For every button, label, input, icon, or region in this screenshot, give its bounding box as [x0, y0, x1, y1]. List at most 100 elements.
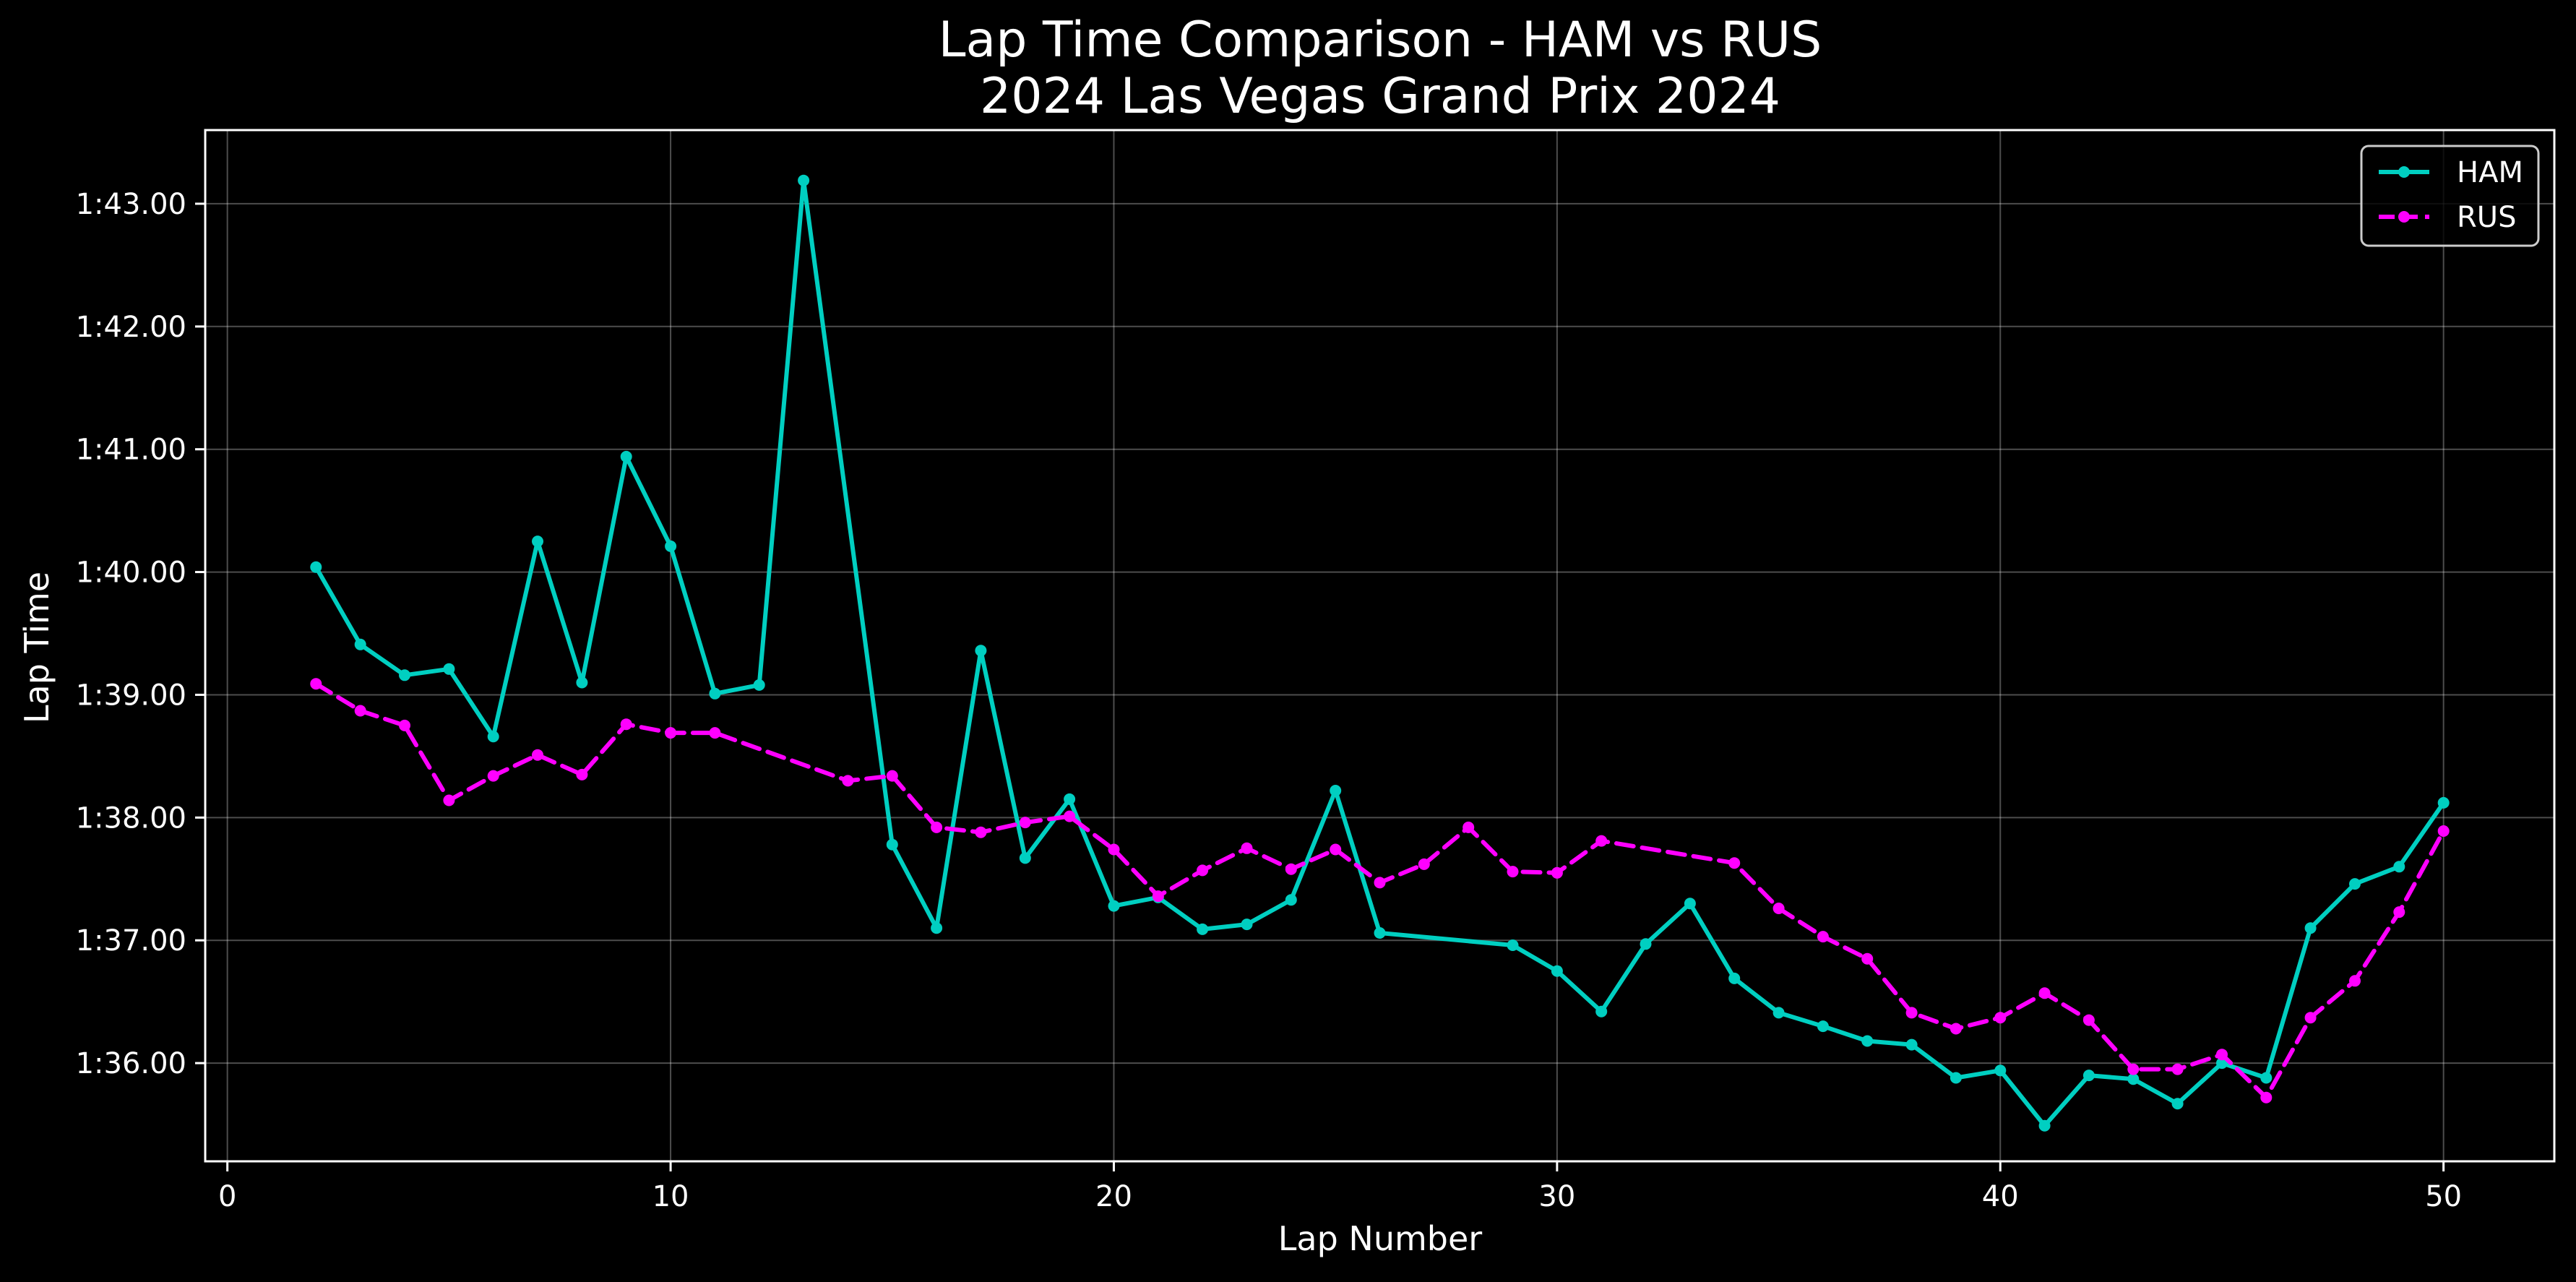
legend-label-rus: RUS [2457, 201, 2516, 234]
data-point-rus [1330, 843, 1342, 856]
data-point-ham [1285, 894, 1297, 906]
data-point-ham [2393, 861, 2405, 873]
data-point-ham [399, 669, 410, 681]
data-point-rus [443, 794, 455, 806]
data-point-ham [354, 638, 366, 650]
data-point-rus [1905, 1007, 1918, 1019]
data-point-rus [2349, 975, 2361, 987]
data-point-rus [2260, 1091, 2273, 1104]
x-axis-ticks: 0 10 20 30 40 50 [218, 1161, 2462, 1213]
data-point-rus [1463, 821, 1475, 833]
data-point-rus [1507, 866, 1519, 878]
data-point-rus [1152, 890, 1164, 903]
y-tick-label: 1:41.00 [76, 434, 186, 467]
data-point-ham [1950, 1072, 1962, 1084]
data-point-ham [2349, 878, 2361, 890]
y-axis-label: Lap Time [17, 572, 56, 723]
data-point-rus [1374, 877, 1386, 889]
x-tick-label: 50 [2425, 1180, 2462, 1213]
legend-label-ham: HAM [2457, 156, 2523, 189]
data-point-ham [1595, 1005, 1608, 1018]
data-point-ham [2304, 922, 2317, 934]
data-point-rus [1551, 866, 1563, 879]
data-point-ham [1817, 1020, 1829, 1033]
data-point-rus [1241, 842, 1253, 854]
data-point-ham [975, 645, 987, 657]
x-tick-label: 30 [1538, 1180, 1575, 1213]
series-rus [310, 678, 2450, 1104]
data-point-ham [1994, 1064, 2007, 1077]
chart-title: Lap Time Comparison - HAM vs RUS [939, 12, 1822, 69]
data-point-ham [1728, 972, 1741, 984]
data-point-rus [1595, 835, 1608, 847]
series-ham [310, 174, 2450, 1132]
data-point-ham [1019, 852, 1031, 864]
data-point-ham [1108, 900, 1120, 912]
data-point-rus [532, 749, 543, 761]
data-point-rus [1772, 903, 1785, 914]
x-tick-label: 40 [1982, 1180, 2019, 1213]
data-point-rus [2393, 906, 2405, 919]
data-point-rus [1197, 864, 1209, 877]
data-point-rus [975, 826, 987, 838]
data-point-rus [1817, 931, 1829, 943]
data-point-ham [1640, 938, 1652, 950]
data-point-rus [1861, 952, 1874, 965]
grid-lines [205, 130, 2554, 1161]
data-point-rus [354, 705, 366, 717]
data-point-rus [1285, 863, 1297, 875]
data-point-ham [1861, 1035, 1874, 1047]
y-tick-label: 1:40.00 [76, 556, 186, 590]
data-point-ham [620, 450, 632, 463]
data-point-ham [310, 561, 322, 573]
data-point-rus [1728, 857, 1741, 869]
x-tick-label: 10 [652, 1180, 689, 1213]
data-point-ham [886, 838, 898, 851]
legend-marker-ham [2398, 166, 2410, 178]
data-point-ham [2082, 1070, 2095, 1082]
data-point-rus [1994, 1012, 2007, 1024]
data-point-ham [1772, 1007, 1785, 1019]
data-point-ham [931, 922, 943, 934]
data-point-rus [1019, 817, 1031, 829]
y-axis-ticks: 1:36.00 1:37.00 1:38.00 1:39.00 1:40.00 1:41.… [76, 188, 205, 1080]
data-point-ham [709, 687, 721, 700]
x-axis-label: Lap Number [1278, 1219, 1483, 1258]
data-point-rus [1418, 858, 1430, 870]
y-tick-label: 1:38.00 [76, 801, 186, 835]
y-tick-label: 1:43.00 [76, 188, 186, 221]
data-point-rus [709, 727, 721, 739]
data-point-ham [753, 679, 765, 691]
data-point-rus [842, 775, 854, 787]
data-point-rus [2171, 1063, 2184, 1075]
y-tick-label: 1:36.00 [76, 1047, 186, 1080]
data-point-rus [1108, 843, 1120, 856]
data-point-ham [443, 663, 455, 675]
data-point-ham [1551, 965, 1563, 977]
y-tick-label: 1:37.00 [76, 924, 186, 958]
data-point-rus [2038, 987, 2051, 999]
plot-frame [204, 129, 2556, 1163]
series-line-ham [314, 178, 2446, 1128]
legend-marker-rus [2398, 211, 2410, 223]
data-point-rus [665, 727, 677, 739]
data-point-rus [2127, 1063, 2140, 1075]
data-point-ham [576, 676, 588, 689]
data-point-rus [2216, 1049, 2228, 1061]
data-point-ham [2127, 1073, 2140, 1085]
data-point-rus [576, 768, 588, 780]
data-point-ham [2038, 1119, 2051, 1132]
data-point-rus [2437, 825, 2450, 837]
data-point-ham [2260, 1072, 2273, 1084]
data-point-ham [1197, 923, 1209, 935]
data-point-rus [399, 719, 410, 731]
legend: HAM RUS [2360, 145, 2540, 247]
data-point-rus [310, 678, 322, 690]
data-point-ham [487, 731, 499, 743]
chart-subtitle: 2024 Las Vegas Grand Prix 2024 [980, 68, 1780, 125]
data-point-rus [886, 770, 898, 782]
data-point-ham [1064, 793, 1076, 805]
data-point-rus [2082, 1014, 2095, 1026]
